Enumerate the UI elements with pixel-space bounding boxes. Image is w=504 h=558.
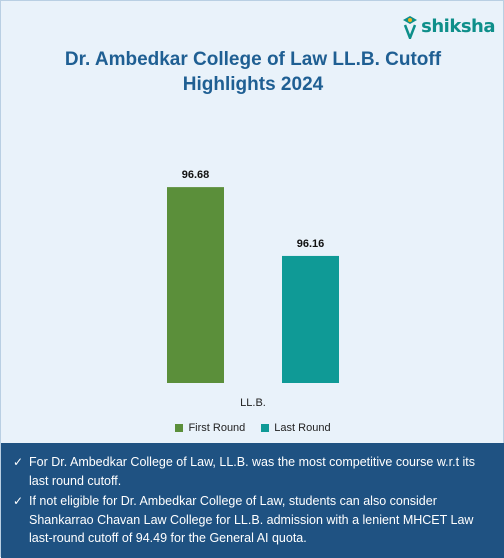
legend-item-last-round: Last Round <box>261 422 331 434</box>
data-label-first-round: 96.68 <box>182 169 210 181</box>
check-icon: ✓ <box>13 455 24 469</box>
legend-label-first-round: First Round <box>188 422 246 434</box>
bar-chart: 96.68 96.16 LL.B. <box>167 169 339 409</box>
x-tick-label: LL.B. <box>240 397 266 409</box>
brand-name: shiksha <box>421 15 495 37</box>
note-text-1: For Dr. Ambedkar College of Law, LL.B. w… <box>29 455 476 488</box>
legend-label-last-round: Last Round <box>274 422 331 434</box>
title-line-1: Dr. Ambedkar College of Law LL.B. Cutoff <box>64 49 442 70</box>
shiksha-logo: shiksha <box>401 11 495 41</box>
notes-panel: ✓ For Dr. Ambedkar College of Law, LL.B.… <box>1 443 504 558</box>
legend-swatch-last-round <box>261 424 270 432</box>
check-icon: ✓ <box>13 494 24 508</box>
legend-item-first-round: First Round <box>175 422 245 434</box>
chart-legend: First Round Last Round <box>1 422 504 434</box>
chart-title: Dr. Ambedkar College of Law LL.B. Cutoff… <box>1 47 504 97</box>
graduate-cap-icon <box>403 16 418 39</box>
note-text-2: If not eligible for Dr. Ambedkar College… <box>29 494 474 545</box>
note-item: ✓ For Dr. Ambedkar College of Law, LL.B.… <box>13 453 497 490</box>
bar-last-round <box>282 255 339 383</box>
legend-swatch-first-round <box>175 424 184 432</box>
note-item: ✓ If not eligible for Dr. Ambedkar Colle… <box>13 492 497 548</box>
data-label-last-round: 96.16 <box>297 238 325 250</box>
title-line-2: Highlights 2024 <box>182 74 324 95</box>
bar-first-round <box>167 187 224 383</box>
